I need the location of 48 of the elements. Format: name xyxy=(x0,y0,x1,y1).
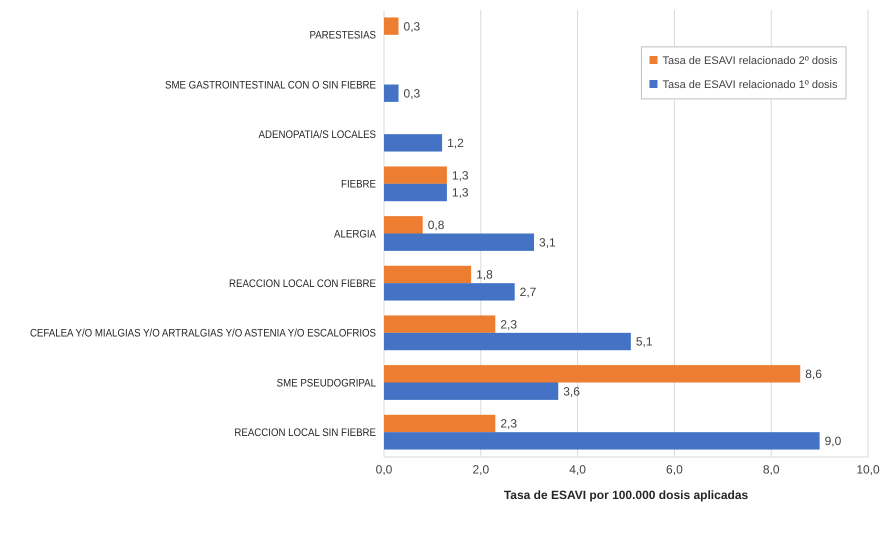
bar xyxy=(384,166,447,184)
bar xyxy=(384,432,820,450)
data-label: 2,3 xyxy=(500,317,518,332)
x-tick-label: 10,0 xyxy=(856,462,880,477)
data-label: 8,6 xyxy=(805,367,822,382)
data-label: 2,7 xyxy=(520,285,537,300)
data-label: 1,3 xyxy=(452,168,469,182)
bar xyxy=(384,17,399,35)
y-tick-label: ALERGIA xyxy=(334,228,376,241)
bar xyxy=(384,315,496,333)
y-tick-label: REACCION LOCAL CON FIEBRE xyxy=(229,278,376,290)
data-label: 0,3 xyxy=(404,19,421,34)
data-label: 0,3 xyxy=(404,86,421,100)
y-tick-label: PARESTESIAS xyxy=(309,30,376,42)
bar xyxy=(384,234,534,251)
data-label: 9,0 xyxy=(824,434,842,448)
bar xyxy=(384,84,399,102)
y-tick-label: SME PSEUDOGRIPAL xyxy=(276,378,376,390)
data-label: 3,1 xyxy=(539,235,556,250)
data-label: 1,8 xyxy=(476,268,494,282)
x-tick-label: 4,0 xyxy=(569,462,586,477)
bar xyxy=(384,266,472,284)
x-tick-label: 6,0 xyxy=(666,462,684,477)
data-label: 3,6 xyxy=(563,384,580,398)
y-tick-label: ADENOPATIA/S LOCALES xyxy=(258,130,376,142)
x-tick-label: 2,0 xyxy=(472,462,490,477)
bar xyxy=(384,382,558,400)
x-tick-label: 0,0 xyxy=(376,462,393,477)
y-tick-label: FIEBRE xyxy=(341,179,376,191)
bar xyxy=(384,216,423,234)
bar xyxy=(384,414,496,432)
legend-label: Tasa de ESAVI relacionado 1º dosis xyxy=(662,78,838,91)
x-axis-title: Tasa de ESAVI por 100.000 dosis aplicadas xyxy=(504,488,748,502)
data-label: 0,8 xyxy=(428,218,445,232)
data-label: 5,1 xyxy=(636,334,653,349)
data-label: 1,3 xyxy=(452,186,469,200)
bar xyxy=(384,184,447,202)
y-tick-label: CEFALEA Y/O MIALGIAS Y/O ARTRALGIAS Y/O ASTENIA Y/O ESCALOFRIOS xyxy=(30,328,376,340)
bar xyxy=(384,332,631,350)
y-tick-label: REACCION LOCAL SIN FIEBRE xyxy=(234,428,376,440)
bar xyxy=(384,365,800,382)
y-tick-label: SME GASTROINTESTINAL CON O SIN FIEBRE xyxy=(165,80,376,92)
data-label: 2,3 xyxy=(500,416,518,431)
bar xyxy=(384,134,442,152)
x-tick-label: 8,0 xyxy=(762,462,780,477)
bar xyxy=(384,283,515,301)
legend-label: Tasa de ESAVI relacionado 2º dosis xyxy=(662,54,838,67)
data-label: 1,2 xyxy=(447,136,464,150)
